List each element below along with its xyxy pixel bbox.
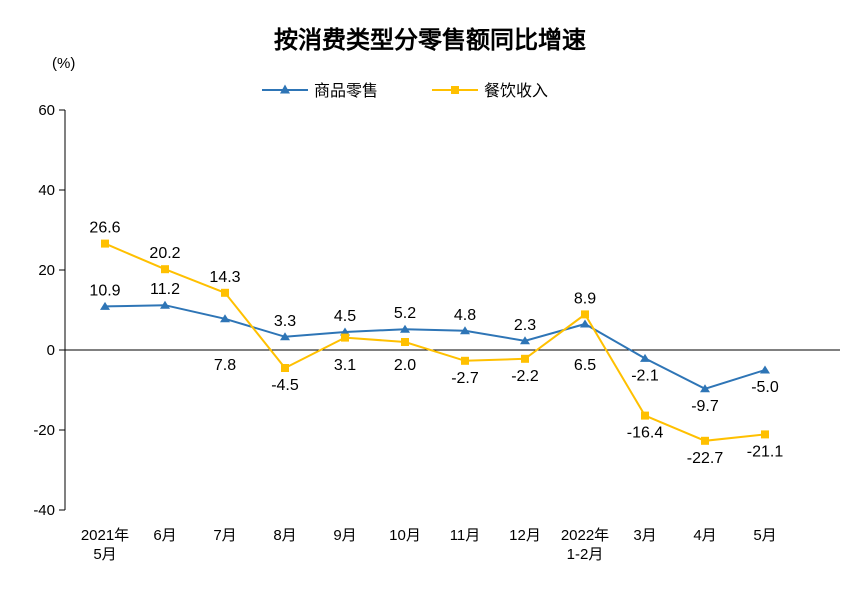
x-tick-label: 9月 — [333, 527, 356, 544]
data-point — [460, 326, 470, 335]
data-point — [340, 327, 350, 336]
x-tick-label: 8月 — [273, 527, 296, 544]
legend-item-catering-income: 餐饮收入 — [432, 82, 548, 100]
data-point — [761, 430, 769, 439]
x-tick-label: 3月 — [633, 527, 656, 544]
x-tick-label: 4月 — [693, 527, 716, 544]
y-tick-label: 20 — [38, 262, 55, 279]
unit-label: (%) — [52, 55, 75, 72]
legend-item-goods-retail: 商品零售 — [262, 82, 378, 100]
data-label: 5.2 — [394, 305, 416, 322]
data-label: 4.8 — [454, 307, 476, 324]
data-point — [400, 324, 410, 333]
data-point — [160, 300, 170, 309]
series-line — [104, 304, 766, 390]
y-tick-label: 0 — [47, 342, 55, 359]
data-label: 20.2 — [149, 245, 180, 262]
data-point — [701, 436, 709, 445]
legend-label-catering: 餐饮收入 — [484, 82, 548, 100]
data-point — [640, 353, 650, 362]
x-tick-label: 11月 — [450, 527, 481, 544]
data-point — [280, 332, 290, 341]
data-label: 7.8 — [214, 357, 236, 374]
data-point — [520, 336, 530, 345]
data-label: 4.5 — [334, 308, 356, 325]
data-point — [521, 354, 529, 363]
series-line — [104, 242, 766, 442]
data-point — [220, 314, 230, 323]
data-label: -5.0 — [751, 379, 779, 396]
legend: 商品零售 餐饮收入 — [262, 82, 548, 100]
data-point — [101, 239, 109, 248]
x-tick-label: 2021年 — [81, 527, 129, 544]
data-point — [581, 310, 589, 319]
data-point — [461, 356, 469, 365]
data-point — [401, 338, 409, 346]
x-tick-label: 12月 — [509, 527, 541, 544]
data-label: -9.7 — [691, 398, 719, 415]
x-tick-label: 2022年 — [561, 527, 609, 544]
series-0: 10.9 11.2 7.8 3.3 4.5 5.2 4.8 2.3 6.5 -2.1 -9.7 -5.… — [89, 281, 778, 415]
data-point — [161, 265, 169, 274]
x-tick-label: 5月 — [753, 527, 776, 544]
data-point — [221, 288, 229, 297]
series-1: 26.6 20.2 14.3 -4.5 3.1 2.0 -2.7 -2.2 8.9 -16.4 -2… — [89, 220, 783, 467]
data-label: 3.3 — [274, 313, 296, 330]
square-marker-icon — [451, 86, 459, 94]
data-point — [100, 301, 110, 310]
data-label: 11.2 — [150, 281, 180, 298]
data-label: 14.3 — [209, 269, 240, 286]
data-label: 2.3 — [514, 317, 536, 334]
data-label: -2.2 — [511, 368, 539, 385]
x-tick-label: 1-2月 — [567, 546, 604, 563]
data-label: 3.1 — [334, 357, 356, 374]
data-label: 10.9 — [89, 282, 120, 299]
data-point — [760, 365, 770, 374]
x-tick-label: 6月 — [153, 527, 176, 544]
x-tick-label: 5月 — [93, 546, 116, 563]
data-point — [580, 319, 590, 328]
y-tick-label: -40 — [33, 502, 55, 519]
y-tick-label: 40 — [38, 182, 55, 199]
x-tick-label: 10月 — [389, 527, 421, 544]
x-tick-label: 7月 — [213, 527, 236, 544]
data-label: -2.7 — [451, 370, 479, 387]
data-label: 8.9 — [574, 290, 596, 307]
data-label: 26.6 — [89, 220, 120, 237]
triangle-marker-icon — [280, 84, 290, 94]
data-point — [341, 333, 349, 342]
legend-label-goods: 商品零售 — [314, 82, 378, 100]
data-label: -16.4 — [627, 425, 664, 442]
data-label: -22.7 — [687, 450, 724, 467]
data-label: -2.1 — [631, 367, 659, 384]
data-label: 6.5 — [574, 357, 596, 374]
data-point — [281, 364, 289, 372]
data-label: -21.1 — [747, 443, 784, 460]
data-label: -4.5 — [271, 377, 299, 394]
y-axis: 60 40 20 0 -20 -40 — [33, 102, 66, 519]
y-tick-label: -20 — [33, 422, 55, 439]
data-point — [700, 384, 710, 393]
chart-title: 按消费类型分零售额同比增速 — [274, 26, 586, 54]
data-label: 2.0 — [394, 357, 416, 374]
x-axis: 2021年 5月 6月 7月 8月 9月 10月 11月 12月 2022年 1-2月 3月 4月 5月 — [81, 527, 777, 563]
y-tick-label: 60 — [38, 102, 55, 119]
data-point — [641, 411, 649, 420]
